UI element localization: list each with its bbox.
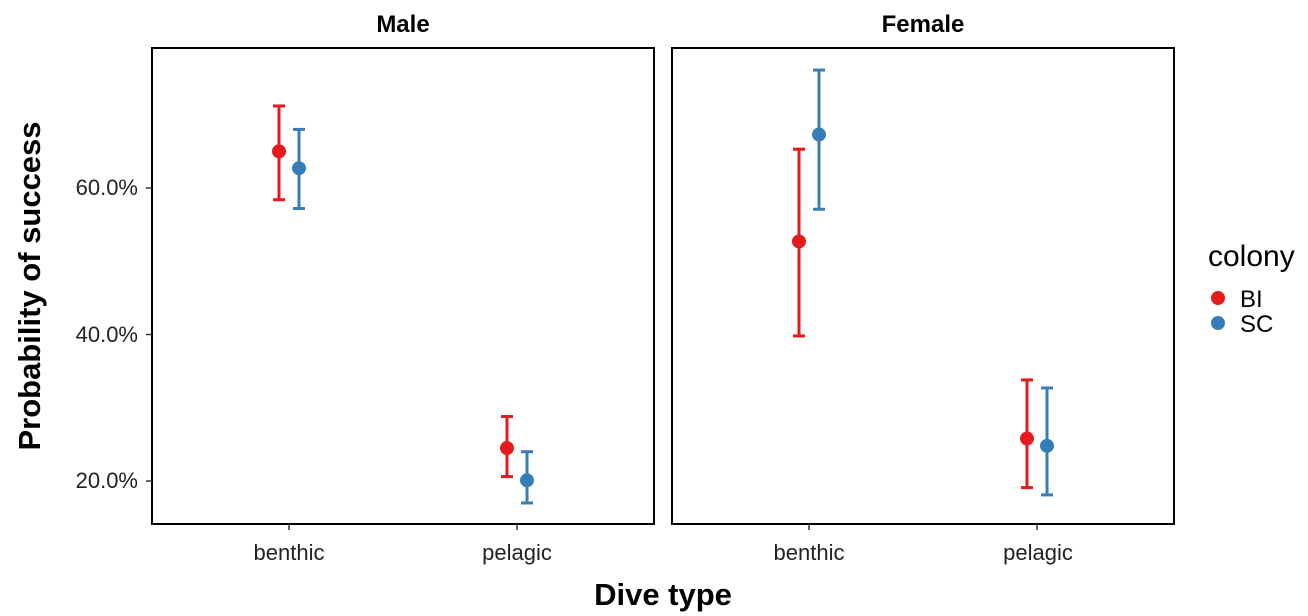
legend-key-bi (1211, 291, 1225, 305)
legend-title: colony (1208, 240, 1295, 273)
data-marks (272, 68, 1054, 505)
x-axis-title: Dive type (594, 577, 732, 612)
panel-male-title: Male (376, 11, 429, 38)
x-tick-label-male-benthic: benthic (254, 540, 325, 565)
point-male-benthic-sc (292, 161, 306, 176)
point-male-benthic-bi (272, 144, 286, 159)
axis-ticks (146, 187, 1038, 530)
panel-female-title: Female (882, 11, 965, 38)
x-tick-label-female-pelagic: pelagic (1003, 540, 1073, 565)
panel-male-frame (151, 47, 655, 525)
point-male-pelagic-bi (500, 441, 514, 456)
legend-label-sc: SC (1240, 311, 1273, 338)
point-female-pelagic-bi (1020, 431, 1034, 446)
x-tick-label-female-benthic: benthic (774, 540, 845, 565)
point-female-benthic-bi (792, 234, 806, 249)
point-female-pelagic-sc (1040, 438, 1054, 453)
point-female-benthic-sc (812, 127, 826, 142)
legend-key-sc (1211, 316, 1225, 330)
legend-label-bi: BI (1240, 286, 1263, 313)
y-axis-title: Probability of success (12, 121, 47, 450)
y-tick-label-20: 20.0% (76, 468, 138, 493)
y-tick-label-60: 60.0% (76, 175, 138, 200)
panel-female-frame (671, 47, 1175, 525)
point-male-pelagic-sc (520, 473, 534, 488)
x-tick-label-male-pelagic: pelagic (482, 540, 552, 565)
y-tick-label-40: 40.0% (76, 322, 138, 347)
